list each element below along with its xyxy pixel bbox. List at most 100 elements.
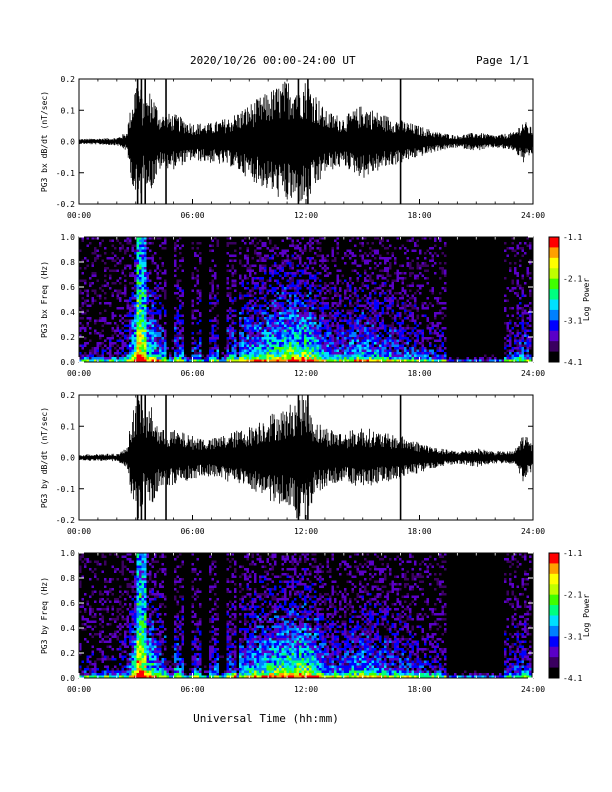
spectrogram-cell	[511, 332, 514, 335]
spectrogram-cell	[214, 359, 217, 362]
spectrogram-cell	[314, 299, 317, 302]
spectrogram-cell	[374, 257, 377, 260]
spectrogram-cell	[311, 242, 314, 245]
spectrogram-cell	[271, 349, 274, 352]
spectrogram-cell	[404, 352, 407, 355]
spectrogram-cell	[136, 670, 139, 673]
spectrogram-cell	[156, 354, 159, 357]
spectrogram-cell	[81, 598, 84, 601]
spectrogram-cell	[119, 352, 122, 355]
spectrogram-cell	[326, 284, 329, 287]
spectrogram-cell	[194, 352, 197, 355]
spectrogram-cell	[146, 357, 149, 360]
spectrogram-cell	[131, 287, 134, 290]
spectrogram-cell	[91, 670, 94, 673]
spectrogram-cell	[96, 257, 99, 260]
spectrogram-cell	[296, 319, 299, 322]
spectrogram-cell	[216, 314, 219, 317]
spectrogram-cell	[264, 312, 267, 315]
spectrogram-cell	[231, 339, 234, 342]
spectrogram-cell	[371, 289, 374, 292]
spectrogram-cell	[136, 267, 139, 270]
spectrogram-cell	[364, 279, 367, 282]
spectrogram-cell	[511, 249, 514, 252]
spectrogram-cell	[131, 302, 134, 305]
spectrogram-cell	[146, 327, 149, 330]
spectrogram-cell	[356, 294, 359, 297]
spectrogram-cell	[121, 292, 124, 295]
spectrogram-cell	[79, 344, 82, 347]
spectrogram-cell	[274, 347, 277, 350]
spectrogram-cell	[304, 322, 307, 325]
spectrogram-cell	[504, 337, 507, 340]
spectrogram-cell	[429, 327, 432, 330]
spectrogram-cell	[294, 352, 297, 355]
spectrogram-cell	[319, 324, 322, 327]
spectrogram-cell	[251, 327, 254, 330]
spectrogram-cell	[326, 302, 329, 305]
spectrogram-cell	[271, 304, 274, 307]
spectrogram-cell	[146, 247, 149, 250]
spectrogram-cell	[104, 563, 107, 566]
spectrogram-cell	[331, 322, 334, 325]
spectrogram-cell	[124, 638, 127, 641]
spectrogram-cell	[126, 663, 129, 666]
spectrogram-cell	[299, 329, 302, 332]
spectrogram-cell	[361, 312, 364, 315]
spectrogram-cell	[136, 580, 139, 583]
spectrogram-cell	[429, 322, 432, 325]
spectrogram-cell	[161, 352, 164, 355]
spectrogram-cell	[129, 304, 132, 307]
spectrogram-cell	[404, 289, 407, 292]
spectrogram-cell	[181, 342, 184, 345]
spectrogram-cell	[309, 349, 312, 352]
spectrogram-cell	[384, 257, 387, 260]
spectrogram-cell	[381, 324, 384, 327]
spectrogram-cell	[141, 668, 144, 671]
spectrogram-cell	[314, 252, 317, 255]
spectrogram-cell	[134, 312, 137, 315]
spectrogram-cell	[351, 347, 354, 350]
spectrogram-cell	[256, 277, 259, 280]
colorbar-swatch	[549, 330, 559, 334]
spectrogram-cell	[129, 254, 132, 257]
spectrogram-cell	[524, 242, 527, 245]
spectrogram-cell	[519, 287, 522, 290]
spectrogram-cell	[326, 352, 329, 355]
spectrogram-cell	[236, 352, 239, 355]
spectrogram-cell	[244, 344, 247, 347]
spectrogram-cell	[324, 287, 327, 290]
spectrogram-cell	[91, 299, 94, 302]
spectrogram-cell	[371, 299, 374, 302]
spectrogram-cell	[529, 309, 532, 312]
spectrogram-cell	[396, 304, 399, 307]
spectrogram-cell	[284, 322, 287, 325]
spectrogram-cell	[349, 327, 352, 330]
spectrogram-cell	[124, 329, 127, 332]
spectrogram-cell	[321, 354, 324, 357]
spectrogram-cell	[146, 289, 149, 292]
spectrogram-cell	[119, 329, 122, 332]
spectrogram-cell	[284, 349, 287, 352]
spectrogram-cell	[336, 244, 339, 247]
spectrogram-cell	[136, 665, 139, 668]
spectrogram-cell	[316, 337, 319, 340]
spectrogram-cell	[136, 583, 139, 586]
spectrogram-cell	[84, 337, 87, 340]
spectrogram-cell	[139, 247, 142, 250]
spectrogram-cell	[126, 620, 129, 623]
y-tick-label: 0.1	[61, 422, 76, 431]
spectrogram-cell	[406, 284, 409, 287]
spectrogram-cell	[176, 267, 179, 270]
spectrogram-cell	[81, 312, 84, 315]
spectrogram-cell	[211, 324, 214, 327]
spectrogram-cell	[291, 257, 294, 260]
spectrogram-cell	[209, 244, 212, 247]
spectrogram-cell	[311, 314, 314, 317]
spectrogram-cell	[291, 344, 294, 347]
spectrogram-cell	[364, 324, 367, 327]
spectrogram-cell	[279, 284, 282, 287]
spectrogram-cell	[121, 359, 124, 362]
spectrogram-cell	[326, 314, 329, 317]
spectrogram-cell	[134, 252, 137, 255]
